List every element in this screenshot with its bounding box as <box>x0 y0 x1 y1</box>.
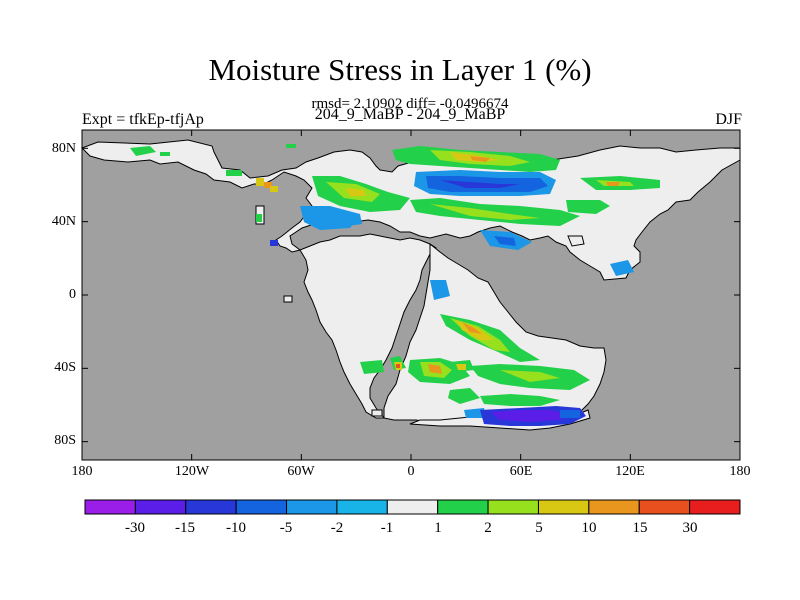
axis-ticks <box>81 130 741 460</box>
colorbar-swatch <box>235 499 288 515</box>
colorbar-label: 1 <box>434 520 442 536</box>
colorbar <box>84 499 741 515</box>
island <box>283 295 293 303</box>
land-south-america <box>299 233 437 419</box>
colorbar-label: 10 <box>581 520 597 536</box>
season-label: DJF <box>715 111 742 128</box>
colorbar-swatch <box>84 499 136 515</box>
lon-tick-label: 120W <box>174 464 210 479</box>
lat-tick-label: 40N <box>51 214 76 229</box>
colorbar-swatch <box>336 499 388 515</box>
colorbar-label: -2 <box>330 520 344 536</box>
experiment-label: Expt = tfkEp-tfjAp <box>82 111 204 128</box>
anomaly-fields <box>130 144 660 426</box>
colorbar-swatch <box>134 499 187 515</box>
colorbar-label: -1 <box>380 520 394 536</box>
lat-tick-label: 40S <box>54 360 76 375</box>
lon-tick-label: 180 <box>729 464 751 479</box>
lon-tick-label: 0 <box>407 464 415 479</box>
run-comparison-label: 204_9_MaBP - 204_9_MaBP <box>314 106 506 123</box>
colorbar-label: 2 <box>484 520 492 536</box>
colorbar-swatch <box>689 499 741 515</box>
colorbar-label: -30 <box>125 520 145 536</box>
colorbar-swatch <box>588 499 640 515</box>
colorbar-label: 15 <box>632 520 648 536</box>
colorbar-swatch <box>537 499 590 515</box>
colorbar-swatch <box>638 499 691 515</box>
island <box>371 409 383 417</box>
lon-tick-label: 180 <box>71 464 93 479</box>
colorbar-swatch <box>487 499 539 515</box>
island <box>567 235 585 247</box>
lon-tick-label: 120E <box>615 464 645 479</box>
lon-tick-label: 60E <box>509 464 533 479</box>
colorbar-swatch <box>185 499 237 515</box>
colorbar-label: -15 <box>175 520 195 536</box>
lon-tick-label: 60W <box>287 464 315 479</box>
lat-tick-label: 0 <box>69 287 76 302</box>
colorbar-swatch <box>437 499 489 515</box>
lat-tick-label: 80S <box>54 433 76 448</box>
colorbar-label: 5 <box>535 520 543 536</box>
colorbar-label: -10 <box>226 520 246 536</box>
map-title: Moisture Stress in Layer 1 (%) <box>208 52 592 87</box>
stats-line: rmsd= 2.10902 diff= -0.0496674 <box>311 96 509 112</box>
colorbar-swatch <box>386 499 439 515</box>
colorbar-label: -5 <box>279 520 293 536</box>
lat-tick-label: 80N <box>51 141 76 156</box>
colorbar-swatch <box>286 499 338 515</box>
colorbar-label: 30 <box>682 520 698 536</box>
